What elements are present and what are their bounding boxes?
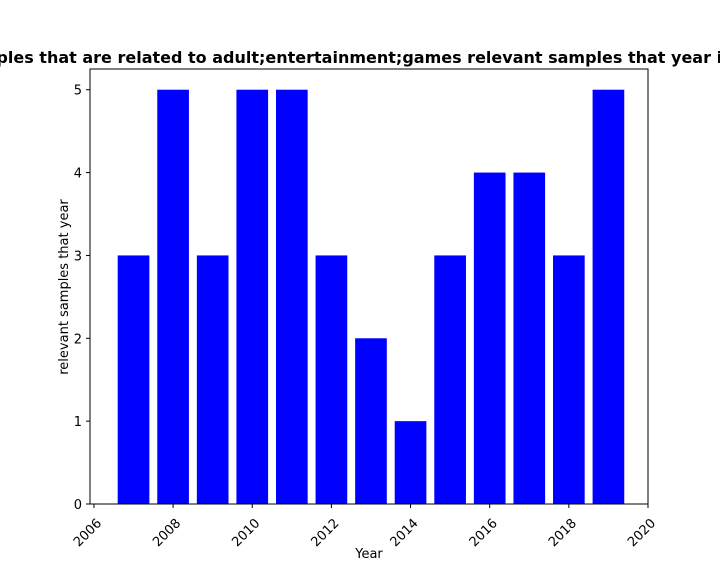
- chart-title: Number of samples that are related to ad…: [0, 48, 720, 67]
- x-tick-label: 2008: [150, 516, 184, 550]
- x-tick-label: 2020: [625, 516, 659, 550]
- x-tick-label: 2018: [546, 516, 580, 550]
- y-tick-label: 5: [74, 84, 82, 99]
- y-tick-label: 0: [74, 498, 82, 513]
- x-tick-label: 2014: [388, 516, 422, 550]
- bar-2012: [315, 255, 348, 504]
- bar-2014: [394, 421, 427, 504]
- x-axis: 2006 2008 2010 2012 2014 2016 2018 2020: [71, 504, 659, 550]
- y-tick-label: 2: [74, 332, 82, 347]
- y-tick-label: 4: [74, 167, 82, 182]
- x-tick-label: 2006: [71, 516, 105, 550]
- bar-2011: [276, 89, 308, 504]
- y-axis-label: relevant samples that year: [57, 199, 72, 375]
- y-axis: 0 1 2 3 4 5: [74, 84, 90, 513]
- x-tick-label: 2010: [229, 516, 263, 550]
- bar-2009: [196, 255, 229, 504]
- bar-2018: [553, 255, 585, 504]
- y-tick-label: 1: [74, 415, 82, 430]
- bar-2013: [355, 338, 387, 504]
- bar-2019: [592, 89, 625, 504]
- y-tick-label: 3: [74, 249, 82, 264]
- bar-2010: [236, 89, 269, 504]
- bar-2007: [117, 255, 150, 504]
- bar-2016: [473, 172, 506, 505]
- bar-series: [117, 89, 625, 505]
- plot-frame: [89, 68, 649, 505]
- x-tick-label: 2016: [467, 516, 501, 550]
- bar-2015: [434, 255, 466, 504]
- x-tick-label: 2012: [308, 516, 342, 550]
- bar-2017: [513, 172, 546, 505]
- bar-2008: [157, 89, 189, 504]
- x-axis-label: Year: [354, 547, 383, 562]
